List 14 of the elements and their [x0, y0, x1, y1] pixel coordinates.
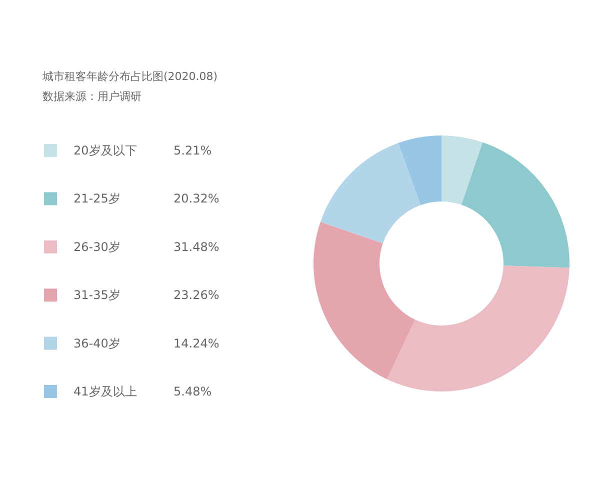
legend-label: 26-30岁: [74, 240, 120, 254]
data-label: 14.24%: [174, 336, 220, 350]
chart-title: 城市租客年龄分布占比图(2020.08): [42, 70, 218, 83]
data-label: 31.48%: [174, 240, 220, 254]
data-label: 20.32%: [174, 192, 220, 206]
legend-label: 41岁及以上: [74, 384, 137, 398]
data-label: 5.48%: [174, 384, 212, 398]
legend-label: 31-35岁: [74, 288, 120, 302]
data-label: 23.26%: [174, 288, 220, 302]
data-label: 5.21%: [174, 144, 212, 158]
legend-label: 21-25岁: [74, 192, 120, 206]
legend-label: 20岁及以下: [74, 144, 137, 158]
legend-label: 36-40岁: [74, 336, 120, 350]
source-note: 数据来源：用户调研: [42, 90, 142, 103]
